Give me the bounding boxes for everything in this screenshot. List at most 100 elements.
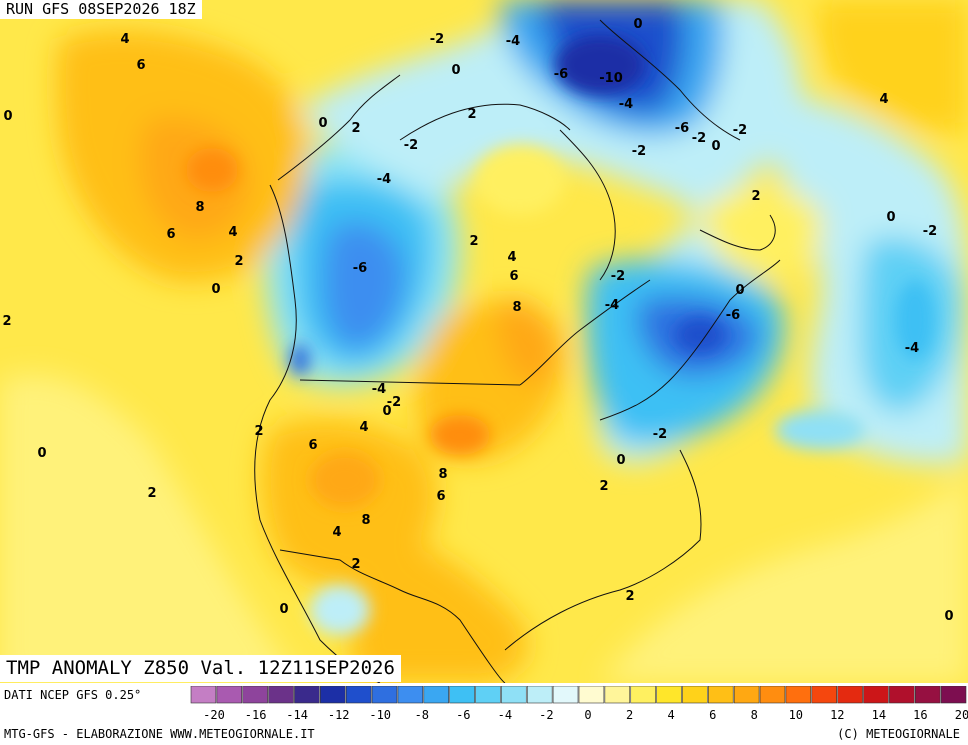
legend-swatch (320, 686, 346, 704)
contour-label: 6 (308, 438, 317, 453)
legend-swatch (216, 686, 243, 704)
contour-label: 4 (228, 225, 237, 240)
legend-swatch (242, 686, 268, 704)
contour-label: 2 (599, 479, 608, 494)
contour-label: 0 (382, 404, 391, 419)
contour-label: -2 (430, 32, 444, 47)
contour-label: 8 (195, 200, 204, 215)
legend-tick: 16 (913, 708, 927, 722)
legend-tick: 20 (955, 708, 968, 722)
contour-label: 6 (136, 58, 145, 73)
contour-label: -2 (611, 269, 625, 284)
legend-tick: 4 (667, 708, 674, 722)
legend-swatch (604, 686, 631, 704)
contour-label: -4 (619, 97, 633, 112)
legend-tick: -14 (286, 708, 308, 722)
contour-label: 0 (735, 283, 744, 298)
legend-swatch (759, 686, 786, 704)
legend-swatch (397, 686, 424, 704)
contour-label: 0 (711, 139, 720, 154)
contour-label: 0 (451, 63, 460, 78)
contour-label: 0 (633, 17, 642, 32)
data-source: DATI NCEP GFS 0.25° (4, 688, 142, 702)
legend-swatch (914, 686, 941, 704)
contour-label: 4 (332, 525, 341, 540)
contour-label: -6 (726, 308, 740, 323)
coastlines-and-borders (254, 19, 781, 683)
contour-label: -10 (599, 71, 623, 86)
contour-label: 2 (351, 121, 360, 136)
contour-label: 2 (751, 189, 760, 204)
contour-label: -2 (653, 427, 667, 442)
legend-tick: 0 (584, 708, 591, 722)
legend-swatch (656, 686, 682, 704)
legend-swatch (889, 686, 915, 704)
legend-tick: 12 (830, 708, 844, 722)
contour-label: -6 (554, 67, 568, 82)
contour-label: 8 (438, 467, 447, 482)
contour-label: -2 (733, 123, 747, 138)
legend-tick: -6 (456, 708, 470, 722)
contour-label: 2 (469, 234, 478, 249)
legend-tick: 2 (626, 708, 633, 722)
contour-label: -4 (605, 298, 619, 313)
legend-swatch (294, 686, 320, 704)
contour-label: 8 (361, 513, 370, 528)
legend-swatch (708, 686, 734, 704)
contour-label: 0 (318, 116, 327, 131)
legend-tick: -2 (539, 708, 553, 722)
contour-label: 0 (211, 282, 220, 297)
contour-label: -6 (675, 121, 689, 136)
legend-swatch (526, 686, 553, 704)
contour-label: 0 (279, 602, 288, 617)
contour-label: 6 (509, 269, 518, 284)
contour-label: 4 (359, 420, 368, 435)
color-legend: -20 -16 -14 -12 -10 -8 -6 -4 -2 0 2 4 6 8 10 12 14 16 20 (190, 686, 968, 722)
legend-swatch (501, 686, 527, 704)
legend-swatch (190, 686, 217, 704)
run-title: RUN GFS 08SEP2026 18Z (0, 0, 202, 19)
contour-label: 2 (147, 486, 156, 501)
contour-label: 0 (886, 210, 895, 225)
contour-label: -4 (506, 34, 520, 49)
contour-label: 0 (3, 109, 12, 124)
contour-label: 6 (436, 489, 445, 504)
anomaly-field (0, 0, 968, 683)
legend-tick: -8 (415, 708, 429, 722)
legend-swatch (682, 686, 708, 704)
legend-swatch (785, 686, 812, 704)
legend-swatch (371, 686, 398, 704)
legend-swatch (552, 686, 579, 704)
legend-swatches (190, 686, 967, 704)
contour-label: 4 (120, 32, 129, 47)
contour-label: -6 (353, 261, 367, 276)
legend-swatch (578, 686, 605, 704)
credit-left: MTG-GFS - ELABORAZIONE WWW.METEOGIORNALE… (4, 727, 315, 741)
contour-label: 2 (2, 314, 11, 329)
contour-label: 0 (616, 453, 625, 468)
contour-label: 0 (944, 609, 953, 624)
legend-swatch (811, 686, 837, 704)
contour-label: -2 (404, 138, 418, 153)
legend-tick: 6 (709, 708, 716, 722)
legend-swatch (940, 686, 967, 704)
legend-swatch (837, 686, 863, 704)
contour-label: -2 (923, 224, 937, 239)
legend-tick: 8 (751, 708, 758, 722)
contour-label: 4 (879, 92, 888, 107)
legend-swatch (345, 686, 372, 704)
legend-swatch (449, 686, 475, 704)
legend-tick: 14 (872, 708, 886, 722)
credit-right: (C) METEOGIORNALE (837, 727, 960, 741)
legend-tick: -10 (369, 708, 391, 722)
legend-swatch (268, 686, 294, 704)
legend-tick: -4 (498, 708, 512, 722)
legend-swatch (475, 686, 501, 704)
legend-swatch (423, 686, 449, 704)
legend-ticks: -20 -16 -14 -12 -10 -8 -6 -4 -2 0 2 4 6 8 10 12 14 16 20 (203, 708, 968, 722)
contour-label: 4 (507, 250, 516, 265)
contour-label: 6 (166, 227, 175, 242)
contour-label: -4 (377, 172, 391, 187)
contour-label: 2 (254, 424, 263, 439)
